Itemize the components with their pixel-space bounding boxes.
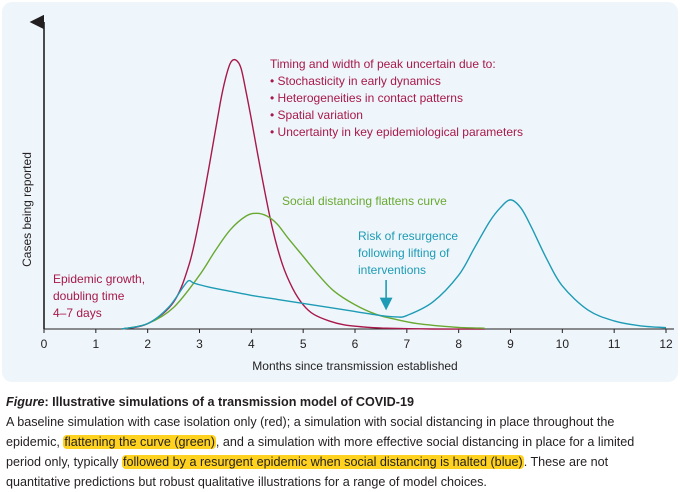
annotation-peak-uncertainty-item: • Uncertainty in key epidemiological par… (270, 125, 523, 139)
annotation-epidemic-growth-line: doubling time (53, 289, 125, 303)
annotation-peak-uncertainty-item: • Heterogeneities in contact patterns (270, 91, 463, 105)
annotation-social-distancing: Social distancing flattens curve (282, 194, 447, 208)
caption-figure-label: Figure (6, 395, 45, 409)
annotation-resurgence-line: Risk of resurgence (358, 229, 458, 243)
series-green-line (121, 212, 485, 330)
x-tick-label-1: 1 (92, 337, 99, 351)
caption-title: Figure: Illustrative simulations of a tr… (6, 392, 678, 412)
x-tick-label-8: 8 (455, 337, 462, 351)
annotation-peak-uncertainty-item: • Stochasticity in early dynamics (270, 74, 441, 88)
x-tick-label-10: 10 (556, 337, 570, 351)
x-tick-label-4: 4 (248, 337, 255, 351)
x-tick-label-11: 11 (608, 337, 621, 351)
series-red-line (121, 58, 485, 330)
x-tick-label-12: 12 (659, 337, 673, 351)
x-tick-label-3: 3 (196, 337, 203, 351)
caption-title-text: : Illustrative simulations of a transmis… (44, 395, 414, 409)
caption-line-3: period only, typically followed by a res… (6, 455, 609, 469)
annotation-peak-uncertainty-title: Timing and width of peak uncertain due t… (270, 57, 496, 71)
highlight-green: flattening the curve (green) (63, 435, 216, 449)
figure-panel (2, 2, 678, 382)
figure-caption: Figure: Illustrative simulations of a tr… (6, 392, 678, 492)
x-tick-label-9: 9 (507, 337, 514, 351)
x-axis-title: Months since transmission established (252, 359, 457, 373)
x-tick-label-0: 0 (41, 337, 48, 351)
highlight-blue: followed by a resurgent epidemic when so… (121, 455, 524, 469)
caption-line-1: A baseline simulation with case isolatio… (6, 415, 615, 429)
x-tick-label-5: 5 (300, 337, 307, 351)
annotation-peak-uncertainty-item: • Spatial variation (270, 108, 363, 122)
x-tick-label-6: 6 (352, 337, 359, 351)
x-tick-label-2: 2 (144, 337, 151, 351)
annotation-resurgence-line: following lifting of (358, 246, 450, 260)
x-tick-label-7: 7 (403, 337, 410, 351)
annotation-epidemic-growth-line: Epidemic growth, (53, 272, 145, 286)
series-blue-line (121, 199, 667, 330)
annotation-epidemic-growth-line: 4–7 days (53, 306, 102, 320)
y-axis-title: Cases being reported (20, 152, 34, 267)
caption-line-4: quantitative predictions but robust qual… (6, 475, 487, 489)
caption-line-2: epidemic, flattening the curve (green), … (6, 435, 635, 449)
annotation-resurgence-line: interventions (358, 263, 426, 277)
